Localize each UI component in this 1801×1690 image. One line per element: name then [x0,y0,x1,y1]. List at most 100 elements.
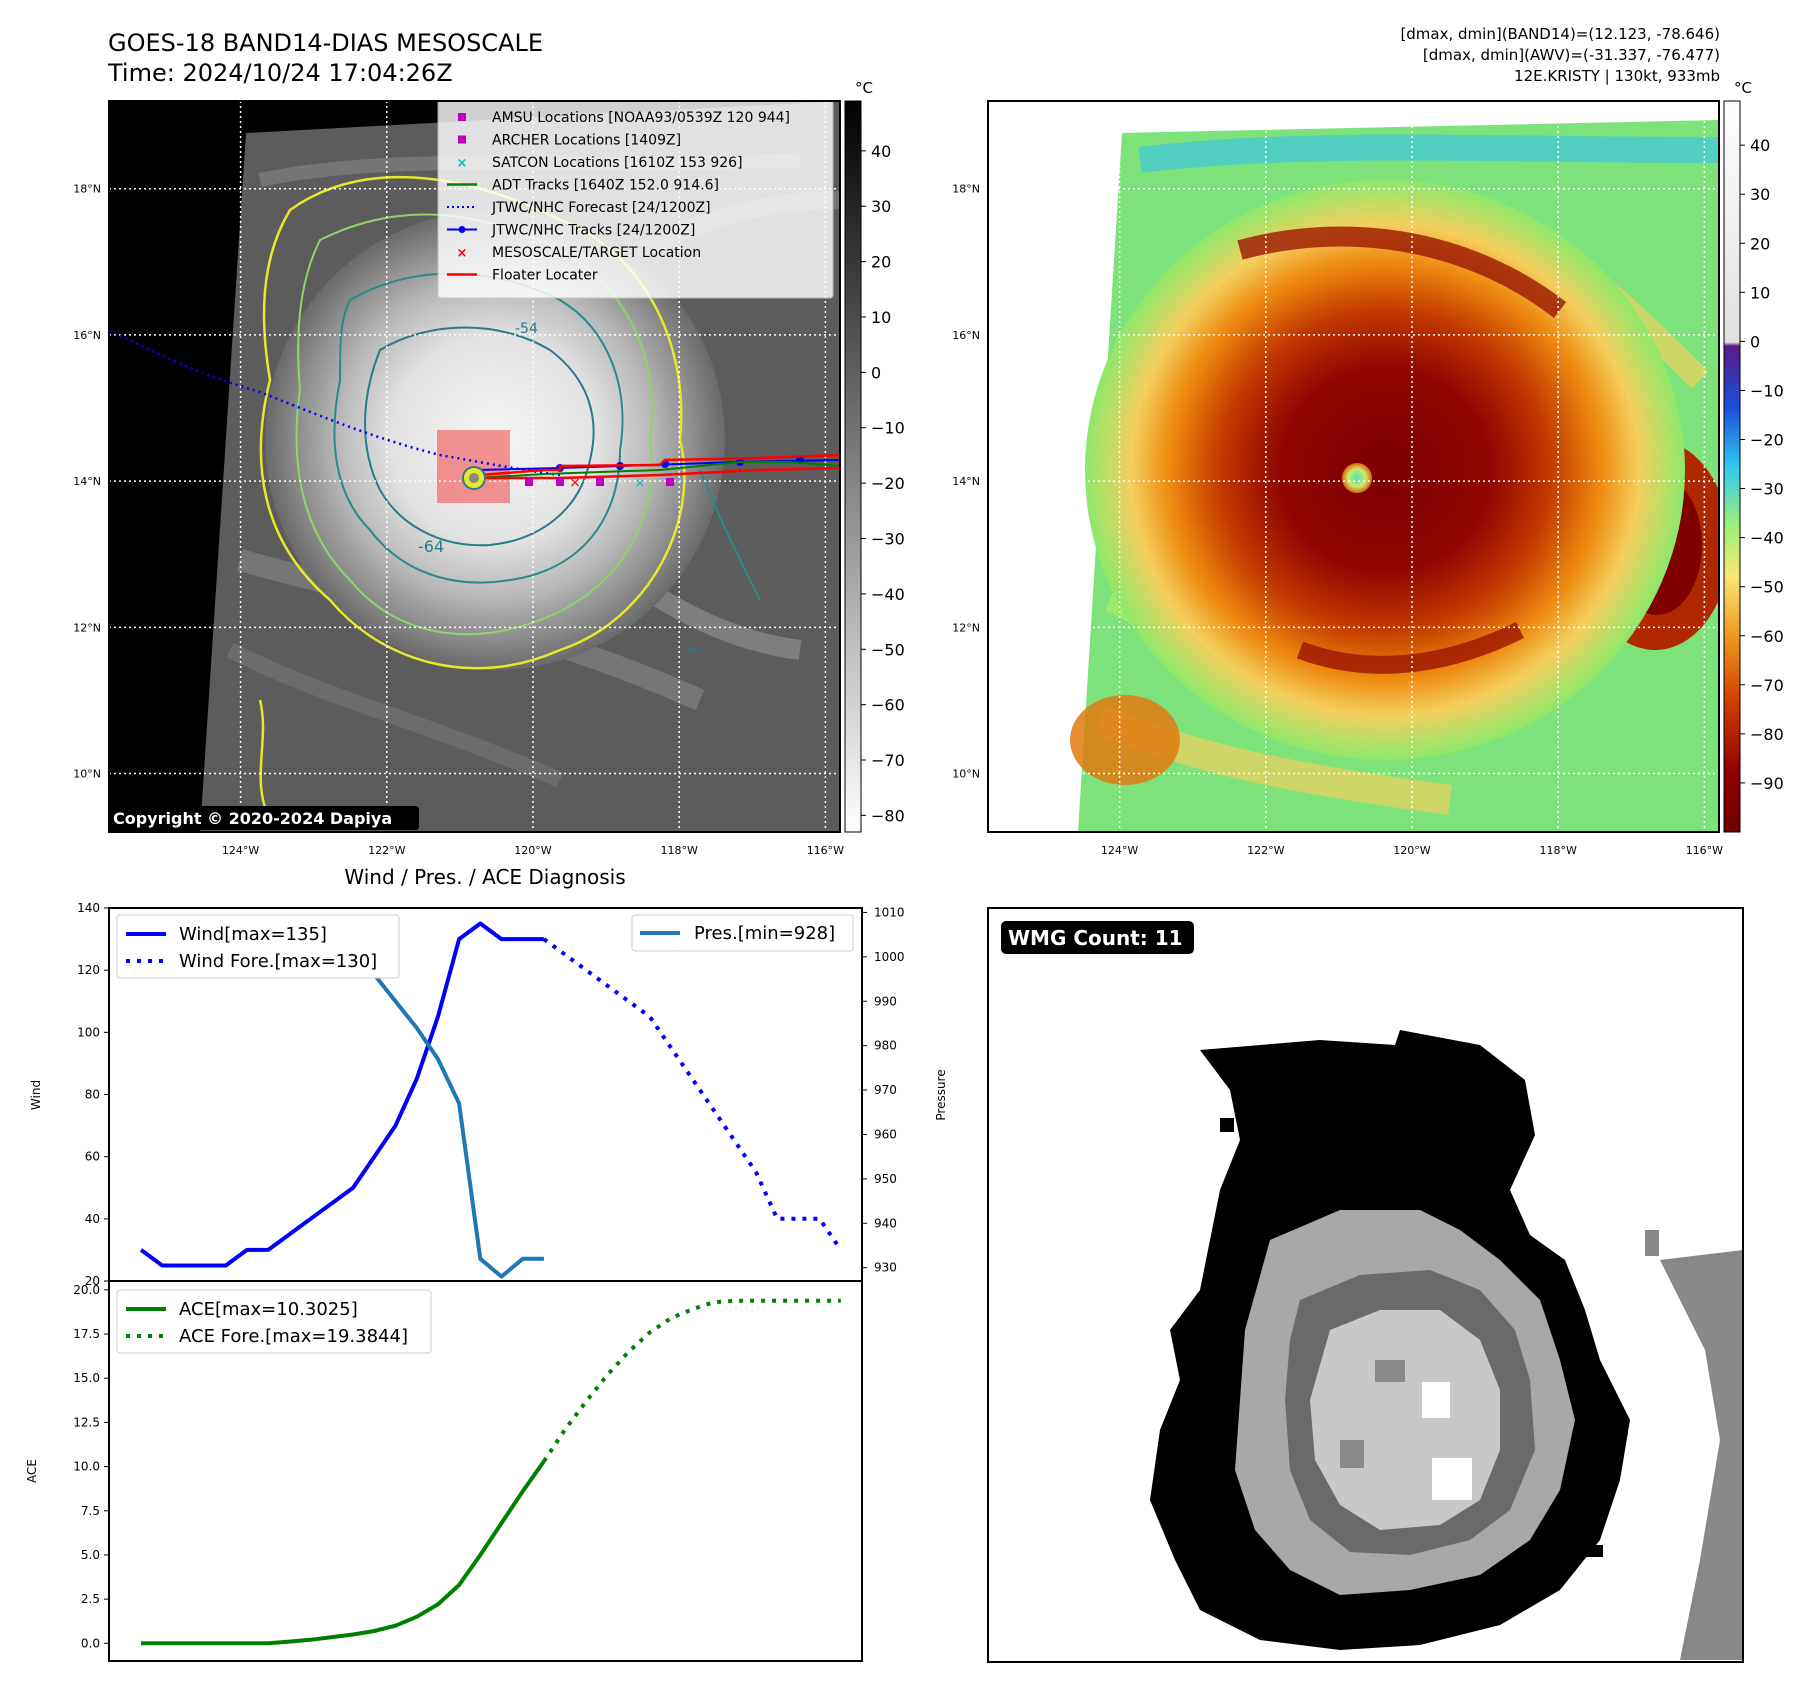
pressure-axis-label: Pressure [934,1069,948,1120]
right-map-lon-label: 118°W [1539,844,1576,857]
ace-ytick-label: 0.0 [81,1636,100,1650]
stats-awv: [dmax, dmin](AWV)=(-31.337, -76.477) [1423,46,1720,64]
legend-entry: MESOSCALE/TARGET Location [492,245,701,261]
wmg-speck-3 [1575,1545,1603,1557]
wind-ytick-label: 140 [77,901,100,915]
figure-time: Time: 2024/10/24 17:04:26Z [107,59,453,87]
contour-teal-inner [364,326,595,547]
left-ir-map: -54 -64 -3 × × AMSU Locations [NOAA93/053… [109,101,840,832]
left-colorbar-tick-label: 0 [871,363,881,382]
wmg-core-dark-cell [1375,1360,1405,1382]
left-map-axis-labels: 18°N 16°N 14°N 12°N 10°N 124°W 122°W 120°W 118°W… [73,183,844,857]
right-spiral-band-south [1296,621,1525,674]
pressure-ytick-label: 970 [874,1083,897,1097]
legend-entry: Floater Locater [492,268,598,284]
ace-ytick-label: 20.0 [73,1283,100,1297]
copyright-text: Copyright © 2020-2024 Dapiya [113,809,392,828]
left-colorbar-unit: °C [855,79,873,97]
ace-chart: 0.0 2.5 5.0 7.5 10.0 12.5 15.0 17.5 20.0 ACE[max=… [73,1283,841,1650]
right-colorbar-tick-label: 0 [1750,332,1760,351]
right-map-lat-label: 14°N [952,475,980,488]
ace-ytick-label: 7.5 [81,1504,100,1518]
right-colorbar-tick-label: −30 [1750,480,1784,499]
right-map-lon-label: 120°W [1393,844,1430,857]
wmg-speck-2 [1545,1530,1563,1560]
wind-legend-box [116,914,400,979]
right-colorbar-tick-label: −90 [1750,774,1784,793]
legend-entry: AMSU Locations [NOAA93/0539Z 120 944] [492,110,790,126]
map-legend-box [437,101,834,299]
jtwc-forecast-track [109,328,561,477]
ace-series-0-line [141,1460,546,1646]
wind-ytick-label: 100 [77,1025,100,1039]
ace-fore-legend-label: ACE Fore.[max=19.3844] [179,1326,408,1347]
legend-entry: ADT Tracks [1640Z 152.0 914.6] [492,178,719,194]
ace-ytick-label: 10.0 [73,1460,100,1474]
left-map-tracks: × × [109,328,840,491]
diagnosis-title: Wind / Pres. / ACE Diagnosis [344,865,625,889]
satcon-marker: × [635,476,646,491]
wind-ytick-label: 20 [85,1274,100,1288]
right-map-frame [987,100,1720,833]
storm-eye-marker [469,473,479,483]
right-colorbar [1723,100,1741,833]
left-colorbar-tick-label: −70 [871,751,905,770]
right-storm-cloud [1085,180,1685,760]
amsu-archer-marker [525,478,533,486]
contour-label-54: -54 [515,321,538,337]
legend-entry: JTWC/NHC Forecast [24/1200Z] [491,200,711,216]
copyright-box [109,806,419,830]
right-colorbar-tick-label: 30 [1750,185,1770,204]
pressure-ytick-label: 1000 [874,950,905,964]
ace-ytick-label: 17.5 [73,1327,100,1341]
right-map-lat-label: 12°N [952,621,980,634]
right-color-map [988,101,1719,832]
right-colorbar-tick-label: −10 [1750,381,1784,400]
amsu-archer-marker [596,478,604,486]
wmg-frame [987,907,1744,1663]
pressure-ytick-label: 930 [874,1261,897,1275]
floater-track [479,453,840,480]
right-colorbar-unit: °C [1734,79,1752,97]
contour-band-teal [699,469,761,601]
right-colorbar-tick-label: −60 [1750,627,1784,646]
wmg-panel [988,908,1743,1662]
wind-fore-legend-label: Wind Fore.[max=130] [179,951,377,972]
wmg-count-badge [1001,921,1194,954]
wind-pressure-chart: 20 40 60 80 100 120 140 930 940 950 960 970 980 990 10… [77,901,904,1288]
legend-entry: JTWC/NHC Tracks [24/1200Z] [491,223,695,239]
left-colorbar-tick-label: −10 [871,419,905,438]
left-map-lat-label: 14°N [73,475,101,488]
right-colorbar-tick-label: −20 [1750,431,1784,450]
wmg-core-dark-cell-2 [1340,1440,1364,1468]
right-map-cell-sw [1070,695,1180,785]
pressure-ytick-label: 990 [874,994,897,1008]
pressure-ytick-label: 960 [874,1127,897,1141]
left-colorbar-tick-label: 30 [871,197,891,216]
wmg-core-bright-cell [1422,1382,1450,1418]
contour-label-64: -64 [418,537,444,556]
right-map-lat-label: 10°N [952,768,980,781]
left-colorbar-tick-label: −30 [871,529,905,548]
left-colorbar-tick-label: −60 [871,696,905,715]
wmg-east-gray-band [1660,1250,1743,1660]
stats-band14: [dmax, dmin](BAND14)=(12.123, -78.646) [1400,25,1720,43]
pressure-ytick-label: 980 [874,1039,897,1053]
amsu-archer-marker [666,478,674,486]
right-map-gridlines [988,101,1719,832]
ace-ytick-label: 2.5 [81,1592,100,1606]
pressure-ytick-label: 950 [874,1172,897,1186]
left-map-lat-label: 16°N [73,329,101,342]
left-colorbar-tick-label: −50 [871,640,905,659]
left-map-lat-label: 10°N [73,768,101,781]
left-colorbar-tick-label: −20 [871,474,905,493]
right-map-axis-labels: 18°N 16°N 14°N 12°N 10°N 124°W 122°W 120°W 118°W… [952,183,1723,857]
ace-ytick-label: 5.0 [81,1548,100,1562]
right-colorbar-tick-label: 10 [1750,283,1770,302]
right-colorbar-tick-label: −80 [1750,725,1784,744]
right-map-lon-label: 116°W [1686,844,1723,857]
wind-ytick-label: 80 [85,1088,100,1102]
pressure-legend-label: Pres.[min=928] [694,923,835,944]
right-map-lon-label: 122°W [1247,844,1284,857]
wmg-speck-1 [1220,1118,1234,1132]
